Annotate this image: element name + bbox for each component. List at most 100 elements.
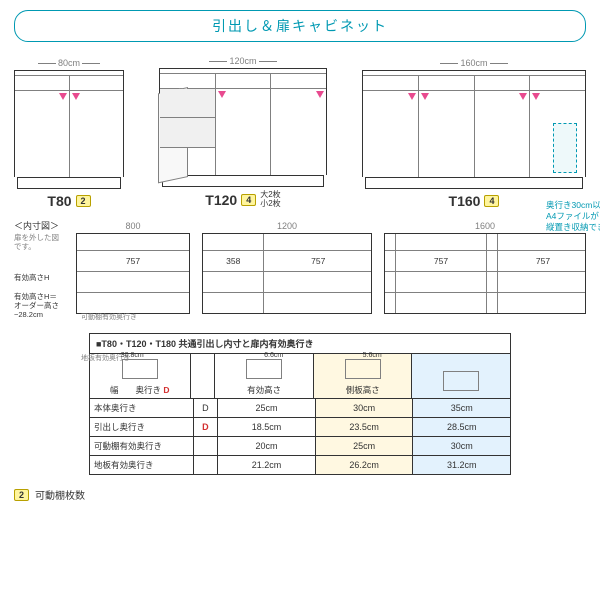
- section-cell: [203, 234, 263, 250]
- section-diagram: 1200358757: [202, 221, 372, 314]
- section-desc: 扉を外した図です。: [14, 233, 66, 251]
- section-shelf-label: 可動棚有効奥行き: [81, 312, 137, 322]
- table-head-cell: [412, 354, 510, 398]
- legend-text: 可動棚枚数: [35, 487, 85, 502]
- cabinet-t160: 160cm奥行き30cm以上なら A4ファイルが 縦置き収納できます。T1604: [362, 58, 586, 209]
- badge-notes: 大2枚 小2枚: [260, 191, 280, 209]
- cabinet-door: [216, 89, 272, 175]
- cabinet-door: [160, 89, 216, 175]
- cabinet-door: [70, 91, 124, 177]
- table-head-label: 側板高さ: [346, 384, 380, 396]
- section-diagram: 800757可動棚有効奥行き地板有効奥行き: [76, 221, 190, 314]
- section-cell: [497, 234, 588, 250]
- section-title: ＜内寸図＞: [14, 221, 66, 232]
- table-cell: 25cm: [218, 399, 316, 417]
- cabinet-row: 80cmT802120cmT1204大2枚 小2枚160cm奥行き30cm以上な…: [14, 56, 586, 209]
- hinge-indicator-icon: [218, 91, 226, 98]
- table-row-label: 本体奥行き: [90, 399, 194, 417]
- dimension-table: ■T80・T120・T180 共通引出し内寸と扉内有効奥行き 30.8cm幅 奥…: [89, 333, 511, 475]
- shelf-count-badge: 4: [241, 194, 256, 206]
- shelf-count-badge: 4: [484, 195, 499, 207]
- cabinet-door: [475, 91, 531, 177]
- cabinet-name: T80: [47, 193, 71, 209]
- section-cell: [486, 272, 497, 292]
- table-row: 可動棚有効奥行き 20cm25cm30cm: [90, 436, 510, 455]
- section-cell: [385, 234, 395, 250]
- section-cell: [385, 293, 395, 313]
- section-cell: [203, 272, 263, 292]
- legend: 2 可動棚枚数: [14, 487, 586, 502]
- table-head-d: [191, 354, 216, 398]
- section-left-labels: ＜内寸図＞ 扉を外した図です。 有効高さH 有効高さH＝ オーダー高さ −28.…: [14, 221, 66, 320]
- table-row: 地板有効奥行き 21.2cm26.2cm31.2cm: [90, 455, 510, 474]
- section-cell: [486, 234, 497, 250]
- hinge-indicator-icon: [316, 91, 324, 98]
- legend-badge: 2: [14, 489, 29, 501]
- section-cell: [395, 293, 486, 313]
- table-head-cell: 5.6cm側板高さ: [314, 354, 413, 398]
- section-cell: 757: [497, 251, 588, 271]
- section-cell: [395, 234, 486, 250]
- section-cell: [486, 251, 497, 271]
- table-cell: 28.5cm: [413, 418, 510, 436]
- section-width-label: 800: [125, 221, 140, 231]
- table-row-label: 引出し奥行き: [90, 418, 194, 436]
- section-cell: [77, 234, 189, 250]
- cabinet-name: T160: [449, 193, 481, 209]
- cabinet-width-label: 80cm: [58, 58, 80, 68]
- table-row-label: 可動棚有効奥行き: [90, 437, 194, 455]
- section-cell: 358: [203, 251, 263, 271]
- cabinet-door: [363, 91, 419, 177]
- shelf-count-badge: 2: [76, 195, 91, 207]
- table-row: 本体奥行きD25cm30cm35cm: [90, 398, 510, 417]
- table-cell: 30cm: [316, 399, 414, 417]
- a4-file-indicator: [553, 123, 577, 173]
- table-cell: 23.5cm: [316, 418, 414, 436]
- table-cell: 31.2cm: [413, 456, 510, 474]
- section-cell: 757: [395, 251, 486, 271]
- table-head-cell: 6.6cm有効高さ: [215, 354, 314, 398]
- section-cell: [385, 251, 395, 271]
- table-cell: 21.2cm: [218, 456, 316, 474]
- table-head-label: 有効高さ: [247, 384, 281, 396]
- hinge-indicator-icon: [519, 93, 527, 100]
- table-cell: 35cm: [413, 399, 510, 417]
- table-row-label: 地板有効奥行き: [90, 456, 194, 474]
- section-cell: [77, 293, 189, 313]
- table-head-width-depth: 30.8cm幅 奥行き D: [90, 354, 191, 398]
- section-cell: 757: [263, 251, 372, 271]
- title-bar: 引出し＆扉キャビネット: [14, 10, 586, 42]
- section-h-label: 有効高さH: [14, 273, 66, 282]
- hinge-indicator-icon: [532, 93, 540, 100]
- hinge-indicator-icon: [421, 93, 429, 100]
- table-cell: 30cm: [413, 437, 510, 455]
- cabinet-t80: 80cm T80 2: [14, 58, 124, 209]
- section-diagram: 1600 757 757: [384, 221, 586, 314]
- section-cell: [203, 293, 263, 313]
- cabinet-door: [271, 89, 326, 175]
- section-cell: [497, 293, 588, 313]
- table-title: ■T80・T120・T180 共通引出し内寸と扉内有効奥行き: [90, 334, 510, 354]
- cabinet-width-label: 160cm: [460, 58, 487, 68]
- open-interior: [160, 89, 215, 175]
- section-order-label: 有効高さH＝ オーダー高さ −28.2cm: [14, 292, 66, 319]
- cabinet-door: [15, 91, 70, 177]
- table-cell: 25cm: [316, 437, 414, 455]
- table-head-label: 幅 奥行き D: [110, 384, 170, 396]
- cabinet-width-label: 120cm: [229, 56, 256, 66]
- table-row: 引出し奥行きD18.5cm23.5cm28.5cm: [90, 417, 510, 436]
- section-cell: [385, 272, 395, 292]
- section-cell: [395, 272, 486, 292]
- section-cell: [263, 293, 372, 313]
- section-cell: [263, 272, 372, 292]
- table-cell: 26.2cm: [316, 456, 414, 474]
- cabinet-door: [419, 91, 475, 177]
- table-head: 30.8cm幅 奥行き D 6.6cm有効高さ5.6cm側板高さ: [90, 354, 510, 398]
- hinge-indicator-icon: [59, 93, 67, 100]
- section-width-label: 1600: [475, 221, 495, 231]
- section-cell: [77, 272, 189, 292]
- section-cell: [497, 272, 588, 292]
- hinge-indicator-icon: [72, 93, 80, 100]
- section-diagrams: ＜内寸図＞ 扉を外した図です。 有効高さH 有効高さH＝ オーダー高さ −28.…: [14, 221, 586, 320]
- table-cell: 20cm: [218, 437, 316, 455]
